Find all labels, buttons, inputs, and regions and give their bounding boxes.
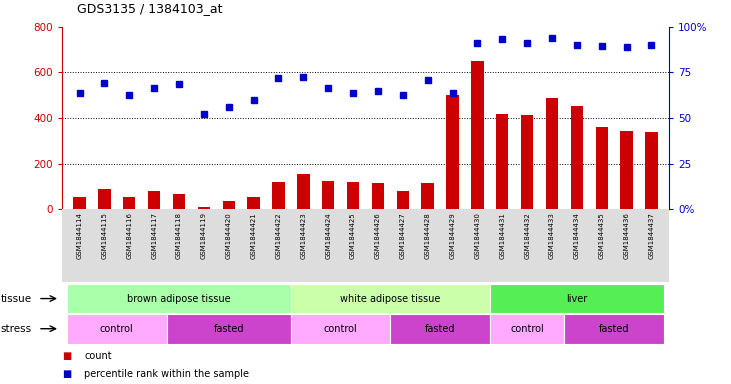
Bar [596,127,608,209]
Bar [422,183,434,209]
Bar [73,197,86,209]
Bar [521,115,534,209]
Text: white adipose tissue: white adipose tissue [340,293,441,304]
Text: GSM1844423: GSM1844423 [300,212,306,259]
Bar [447,95,459,209]
Text: GSM1844426: GSM1844426 [375,212,381,259]
Bar [645,132,658,209]
Bar [167,314,291,344]
Text: GSM1844432: GSM1844432 [524,212,530,259]
Text: fasted: fasted [213,324,244,334]
Text: fasted: fasted [599,324,629,334]
Bar [397,191,409,209]
Bar [546,98,558,209]
Bar [490,284,664,313]
Text: GSM1844428: GSM1844428 [425,212,431,259]
Text: count: count [84,351,112,361]
Bar [272,182,284,209]
Text: control: control [100,324,134,334]
Text: tissue: tissue [1,293,32,304]
Text: GSM1844436: GSM1844436 [624,212,629,259]
Bar [471,61,484,209]
Bar [291,284,490,313]
Text: ■: ■ [62,351,72,361]
Text: GDS3135 / 1384103_at: GDS3135 / 1384103_at [77,2,222,15]
Bar [490,314,564,344]
Text: GSM1844119: GSM1844119 [201,212,207,259]
Bar [291,314,390,344]
Text: GSM1844117: GSM1844117 [151,212,157,259]
Text: control: control [324,324,357,334]
Text: percentile rank within the sample: percentile rank within the sample [84,369,249,379]
Bar [148,191,160,209]
Bar [98,189,110,209]
Text: GSM1844431: GSM1844431 [499,212,505,259]
Bar [222,201,235,209]
Bar [372,183,385,209]
Bar [297,174,309,209]
Text: GSM1844434: GSM1844434 [574,212,580,259]
Text: GSM1844437: GSM1844437 [648,212,654,259]
Bar [390,314,490,344]
Text: GSM1844427: GSM1844427 [400,212,406,259]
Bar [322,181,334,209]
Bar [67,314,167,344]
Text: GSM1844114: GSM1844114 [77,212,83,259]
Bar [247,197,260,209]
Bar [197,207,210,209]
Text: GSM1844118: GSM1844118 [176,212,182,259]
Bar [564,314,664,344]
Bar [346,182,359,209]
Bar [621,131,633,209]
Text: GSM1844433: GSM1844433 [549,212,555,259]
Text: GSM1844429: GSM1844429 [450,212,455,259]
Text: GSM1844425: GSM1844425 [350,212,356,259]
Text: fasted: fasted [425,324,455,334]
Text: GSM1844116: GSM1844116 [126,212,132,259]
Bar [173,194,185,209]
Bar [571,106,583,209]
Text: GSM1844424: GSM1844424 [325,212,331,259]
Text: GSM1844115: GSM1844115 [102,212,107,259]
Text: liver: liver [567,293,588,304]
Text: control: control [510,324,544,334]
Text: brown adipose tissue: brown adipose tissue [127,293,231,304]
Bar [496,114,509,209]
Text: ■: ■ [62,369,72,379]
Text: GSM1844421: GSM1844421 [251,212,257,259]
Text: GSM1844430: GSM1844430 [474,212,480,259]
Text: GSM1844420: GSM1844420 [226,212,232,259]
Text: GSM1844422: GSM1844422 [276,212,281,259]
Text: stress: stress [1,324,32,334]
Bar [67,284,291,313]
Text: GSM1844435: GSM1844435 [599,212,605,259]
Bar [123,197,135,209]
